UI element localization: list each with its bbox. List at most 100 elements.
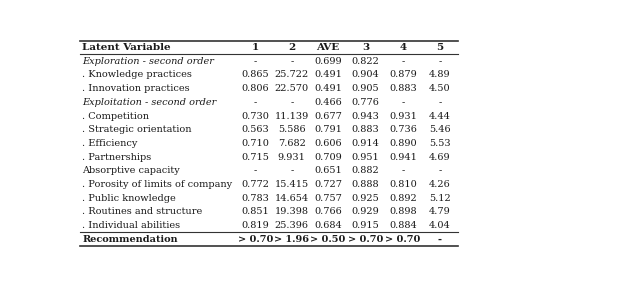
Text: 1: 1 <box>251 43 259 52</box>
Text: . Routines and structure: . Routines and structure <box>83 207 203 216</box>
Text: 4.44: 4.44 <box>429 112 451 120</box>
Text: 0.865: 0.865 <box>241 70 269 80</box>
Text: 3: 3 <box>362 43 369 52</box>
Text: 0.898: 0.898 <box>389 207 417 216</box>
Text: 0.730: 0.730 <box>241 112 269 120</box>
Text: -: - <box>401 57 404 66</box>
Text: 0.822: 0.822 <box>352 57 380 66</box>
Text: 0.791: 0.791 <box>314 125 342 134</box>
Text: . Public knowledge: . Public knowledge <box>83 194 176 203</box>
Text: 5: 5 <box>436 43 443 52</box>
Text: 0.727: 0.727 <box>314 180 342 189</box>
Text: 19.398: 19.398 <box>275 207 309 216</box>
Text: 0.772: 0.772 <box>241 180 269 189</box>
Text: 25.396: 25.396 <box>275 221 309 230</box>
Text: . Innovation practices: . Innovation practices <box>83 84 190 93</box>
Text: 0.783: 0.783 <box>241 194 269 203</box>
Text: . Competition: . Competition <box>83 112 149 120</box>
Text: > 0.70: > 0.70 <box>237 235 273 244</box>
Text: > 0.50: > 0.50 <box>311 235 346 244</box>
Text: 0.904: 0.904 <box>352 70 380 80</box>
Text: 4.89: 4.89 <box>429 70 451 80</box>
Text: 4.26: 4.26 <box>429 180 451 189</box>
Text: . Strategic orientation: . Strategic orientation <box>83 125 192 134</box>
Text: 0.888: 0.888 <box>352 180 379 189</box>
Text: -: - <box>254 57 257 66</box>
Text: 0.819: 0.819 <box>241 221 269 230</box>
Text: . Partnerships: . Partnerships <box>83 153 152 162</box>
Text: -: - <box>438 98 441 107</box>
Text: -: - <box>401 98 404 107</box>
Text: Recommendation: Recommendation <box>83 235 178 244</box>
Text: 0.883: 0.883 <box>352 125 380 134</box>
Text: 0.951: 0.951 <box>352 153 380 162</box>
Text: 0.491: 0.491 <box>314 70 342 80</box>
Text: 0.766: 0.766 <box>314 207 342 216</box>
Text: 14.654: 14.654 <box>275 194 309 203</box>
Text: Absorptive capacity: Absorptive capacity <box>83 166 180 175</box>
Text: . Knowledge practices: . Knowledge practices <box>83 70 192 80</box>
Text: 4.69: 4.69 <box>429 153 451 162</box>
Text: 9.931: 9.931 <box>277 153 305 162</box>
Text: 5.12: 5.12 <box>429 194 451 203</box>
Text: 2: 2 <box>288 43 295 52</box>
Text: 0.882: 0.882 <box>352 166 380 175</box>
Text: 0.884: 0.884 <box>389 221 417 230</box>
Text: 4.50: 4.50 <box>429 84 451 93</box>
Text: . Efficiency: . Efficiency <box>83 139 138 148</box>
Text: 0.677: 0.677 <box>314 112 342 120</box>
Text: 7.682: 7.682 <box>277 139 305 148</box>
Text: 5.46: 5.46 <box>429 125 451 134</box>
Text: 0.925: 0.925 <box>352 194 380 203</box>
Text: 0.757: 0.757 <box>314 194 342 203</box>
Text: Latent Variable: Latent Variable <box>83 43 171 52</box>
Text: -: - <box>401 166 404 175</box>
Text: . Porosity of limits of company: . Porosity of limits of company <box>83 180 232 189</box>
Text: Exploration - second order: Exploration - second order <box>83 57 214 66</box>
Text: 0.810: 0.810 <box>389 180 417 189</box>
Text: -: - <box>290 166 293 175</box>
Text: > 1.96: > 1.96 <box>274 235 309 244</box>
Text: Exploitation - second order: Exploitation - second order <box>83 98 217 107</box>
Text: -: - <box>290 98 293 107</box>
Text: 0.715: 0.715 <box>241 153 269 162</box>
Text: . Individual abilities: . Individual abilities <box>83 221 180 230</box>
Text: 0.709: 0.709 <box>314 153 342 162</box>
Text: -: - <box>438 235 442 244</box>
Text: -: - <box>438 57 441 66</box>
Text: 22.570: 22.570 <box>275 84 309 93</box>
Text: 25.722: 25.722 <box>274 70 309 80</box>
Text: 0.563: 0.563 <box>241 125 269 134</box>
Text: 0.890: 0.890 <box>389 139 417 148</box>
Text: 4.79: 4.79 <box>429 207 451 216</box>
Text: 0.943: 0.943 <box>352 112 380 120</box>
Text: 15.415: 15.415 <box>275 180 309 189</box>
Text: > 0.70: > 0.70 <box>348 235 384 244</box>
Text: 0.931: 0.931 <box>389 112 417 120</box>
Text: 0.905: 0.905 <box>352 84 379 93</box>
Text: 0.879: 0.879 <box>389 70 417 80</box>
Text: 0.684: 0.684 <box>314 221 342 230</box>
Text: 0.699: 0.699 <box>314 57 342 66</box>
Text: 0.915: 0.915 <box>352 221 380 230</box>
Text: -: - <box>438 166 441 175</box>
Text: 0.606: 0.606 <box>314 139 342 148</box>
Text: 0.851: 0.851 <box>241 207 269 216</box>
Text: -: - <box>254 98 257 107</box>
Text: 11.139: 11.139 <box>274 112 309 120</box>
Text: 0.491: 0.491 <box>314 84 342 93</box>
Text: 4.04: 4.04 <box>429 221 451 230</box>
Text: 0.883: 0.883 <box>389 84 417 93</box>
Text: 0.929: 0.929 <box>352 207 380 216</box>
Text: 0.466: 0.466 <box>314 98 342 107</box>
Text: 0.710: 0.710 <box>241 139 269 148</box>
Text: 0.806: 0.806 <box>241 84 269 93</box>
Text: 0.776: 0.776 <box>352 98 380 107</box>
Text: 0.892: 0.892 <box>389 194 417 203</box>
Text: -: - <box>254 166 257 175</box>
Text: 5.586: 5.586 <box>278 125 305 134</box>
Text: AVE: AVE <box>316 43 340 52</box>
Text: 0.736: 0.736 <box>389 125 417 134</box>
Text: 4: 4 <box>399 43 406 52</box>
Text: 0.941: 0.941 <box>389 153 417 162</box>
